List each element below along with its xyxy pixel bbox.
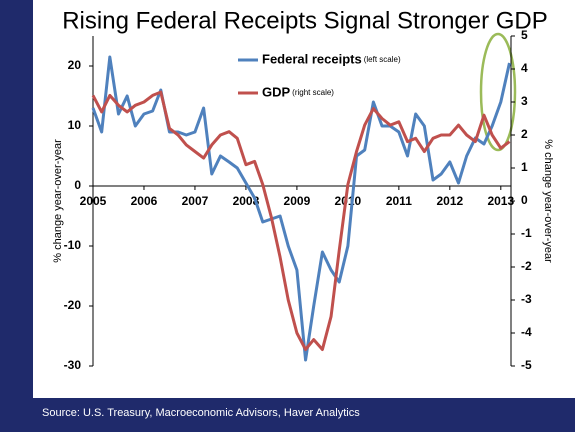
side-stripe <box>0 0 33 432</box>
y2-axis-label: % change year-over-year <box>542 139 554 263</box>
x-tick-label: 2013 <box>487 194 514 208</box>
y2-tick-label: -1 <box>521 226 532 240</box>
legend-label: GDP <box>262 84 291 99</box>
x-tick-label: 2012 <box>436 194 463 208</box>
x-tick-label: 2005 <box>80 194 107 208</box>
x-tick-label: 2007 <box>182 194 209 208</box>
legend-note: (right scale) <box>292 88 334 97</box>
y2-tick-label: -5 <box>521 358 532 372</box>
y2-tick-label: -4 <box>521 325 532 339</box>
y-tick-label: -30 <box>64 358 82 372</box>
x-tick-label: 2006 <box>131 194 158 208</box>
y2-tick-label: -2 <box>521 259 532 273</box>
y-axis-label: % change year-over-year <box>52 139 64 263</box>
y2-tick-label: 2 <box>521 127 528 141</box>
legend-note: (left scale) <box>364 55 401 64</box>
y2-tick-label: 3 <box>521 94 528 108</box>
y2-tick-label: -3 <box>521 292 532 306</box>
highlight-ellipse <box>479 32 517 152</box>
chart-title: Rising Federal Receipts Signal Stronger … <box>62 7 548 34</box>
footer-bar <box>0 398 575 432</box>
y2-tick-label: 4 <box>521 61 528 75</box>
y-tick-label: -10 <box>64 238 82 252</box>
y-tick-label: 0 <box>74 178 81 192</box>
y2-tick-label: 0 <box>521 193 528 207</box>
x-tick-label: 2009 <box>284 194 311 208</box>
y-tick-label: 10 <box>68 118 82 132</box>
y-tick-label: 20 <box>68 58 82 72</box>
source: Source: U.S. Treasury, Macroeconomic Adv… <box>42 407 360 419</box>
legend-label: Federal receipts <box>262 51 362 66</box>
y2-tick-label: 1 <box>521 160 528 174</box>
x-tick-label: 2011 <box>386 194 412 208</box>
x-tick-label: 2010 <box>335 194 362 208</box>
series-line <box>91 90 511 351</box>
series-line <box>91 55 511 362</box>
y-tick-label: -20 <box>64 298 82 312</box>
y2-tick-label: 5 <box>521 28 528 42</box>
